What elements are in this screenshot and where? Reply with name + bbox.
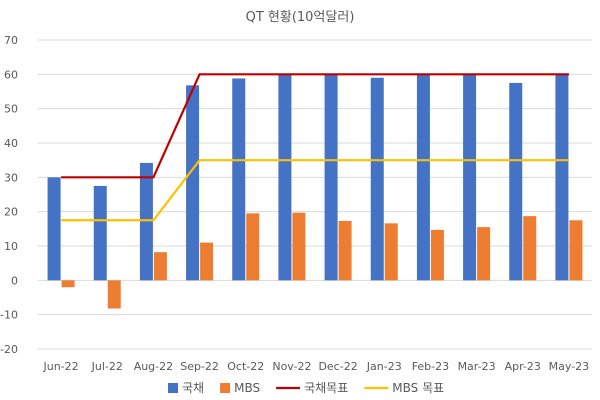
legend: 국채 MBS 국채목표 MBS 목표 xyxy=(168,381,444,395)
line-mbs-target xyxy=(61,159,569,222)
legend-item: 국채목표 xyxy=(276,381,348,395)
y-tick-label: 60 xyxy=(4,68,18,81)
y-tick-label: -20 xyxy=(0,343,18,356)
x-tick-label: Oct-22 xyxy=(227,360,264,373)
legend-swatch xyxy=(168,383,178,393)
bar-treasury xyxy=(278,74,292,281)
x-axis-ticks: Jun-22 Jul-22 Aug-22 Sep-22 Oct-22 Nov-22 Dec-… xyxy=(43,360,590,373)
bar-mbs xyxy=(523,216,537,281)
line-treasury-target xyxy=(61,73,569,179)
x-tick-label: Apr-23 xyxy=(505,360,541,373)
bar-mbs xyxy=(569,220,583,281)
bar-treasury xyxy=(186,85,200,281)
legend-label: 국채 xyxy=(182,381,204,395)
legend-item: MBS xyxy=(220,381,260,395)
bar-mbs xyxy=(200,242,214,281)
x-tick-label: Sep-22 xyxy=(180,360,219,373)
x-tick-label: Jun-22 xyxy=(43,360,79,373)
line-series xyxy=(61,73,569,222)
legend-item: MBS 목표 xyxy=(364,381,444,395)
bar-mbs xyxy=(430,229,444,281)
bar-mbs xyxy=(477,227,491,281)
y-tick-label: 20 xyxy=(4,206,18,219)
x-tick-label: Jan-23 xyxy=(366,360,402,373)
bar-treasury xyxy=(555,74,569,281)
x-tick-label: May-23 xyxy=(549,360,590,373)
bar-treasury xyxy=(463,74,477,281)
y-tick-label: 0 xyxy=(11,274,18,287)
bar-mbs xyxy=(384,223,398,281)
y-tick-label: 40 xyxy=(4,137,18,150)
x-tick-label: Feb-23 xyxy=(412,360,449,373)
legend-label: 국채목표 xyxy=(304,381,348,395)
bar-mbs xyxy=(107,280,121,309)
bar-mbs xyxy=(61,280,75,288)
x-tick-label: Dec-22 xyxy=(318,360,357,373)
x-tick-label: Mar-23 xyxy=(458,360,496,373)
y-axis-ticks: -20 -10 0 10 20 30 40 50 60 70 xyxy=(0,34,18,356)
bar-treasury xyxy=(232,78,246,281)
grid-lines xyxy=(38,39,592,350)
bar-treasury xyxy=(47,177,61,281)
y-tick-label: -10 xyxy=(0,309,18,322)
bar-treasury xyxy=(509,82,523,281)
y-tick-label: 50 xyxy=(4,103,18,116)
chart-title: QT 현황(10억달러) xyxy=(246,10,355,25)
x-tick-label: Nov-22 xyxy=(272,360,311,373)
bar-mbs xyxy=(246,213,260,281)
bar-series xyxy=(47,74,583,309)
bar-mbs xyxy=(292,212,306,281)
y-tick-label: 70 xyxy=(4,34,18,47)
bar-mbs xyxy=(338,220,352,281)
y-tick-label: 30 xyxy=(4,171,18,184)
x-tick-label: Jul-22 xyxy=(91,360,123,373)
bar-treasury xyxy=(324,74,338,281)
y-tick-label: 10 xyxy=(4,240,18,253)
bar-treasury xyxy=(416,74,430,281)
bar-treasury xyxy=(93,185,107,281)
bar-treasury xyxy=(370,77,384,281)
legend-item: 국채 xyxy=(168,381,204,395)
x-tick-label: Aug-22 xyxy=(134,360,173,373)
bar-mbs xyxy=(153,252,167,281)
legend-swatch xyxy=(220,383,231,393)
legend-label: MBS 목표 xyxy=(392,381,444,395)
bar-treasury xyxy=(139,162,153,281)
legend-label: MBS xyxy=(234,381,260,395)
